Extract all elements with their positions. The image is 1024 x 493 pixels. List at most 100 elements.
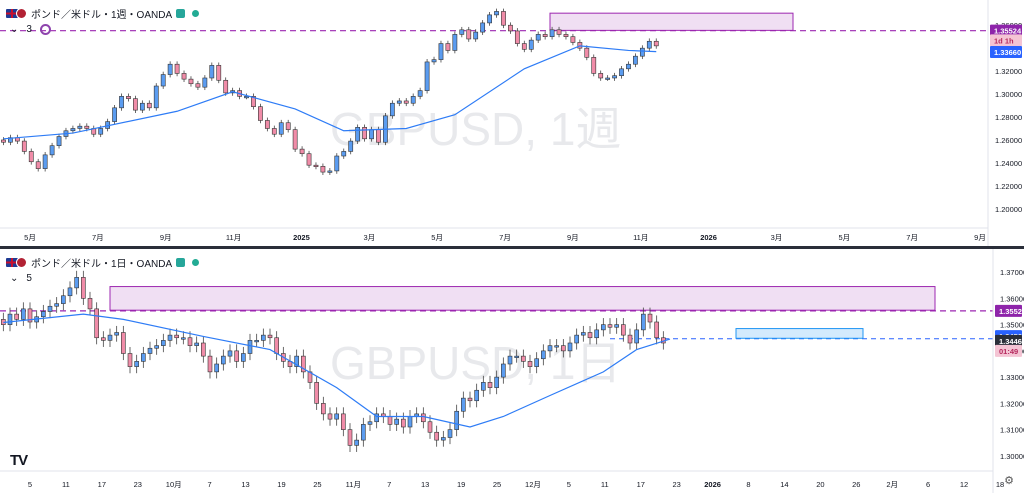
top-x-tick: 5月 bbox=[24, 233, 36, 242]
bottom-candle bbox=[527, 361, 533, 367]
top-candle bbox=[494, 11, 499, 16]
bottom-candle bbox=[641, 313, 646, 331]
bottom-candle bbox=[467, 397, 473, 402]
bottom-candle bbox=[174, 334, 179, 339]
top-candle bbox=[327, 170, 333, 173]
bottom-x-tick: 5 bbox=[28, 480, 32, 489]
top-candle bbox=[528, 39, 534, 50]
weekly-chart-header: ポンド／米ドル・1週・OANDA bbox=[6, 6, 200, 21]
bottom-candle bbox=[94, 308, 99, 339]
bottom-candle bbox=[507, 355, 513, 365]
bottom-x-tick: 13 bbox=[241, 480, 249, 489]
bottom-candle bbox=[454, 410, 459, 430]
bottom-candle bbox=[294, 355, 299, 367]
bottom-candle bbox=[114, 332, 119, 336]
top-candle bbox=[473, 31, 479, 40]
top-x-tick: 11月 bbox=[226, 233, 241, 242]
top-y-tick: 1.22000 bbox=[995, 182, 1022, 191]
bottom-resistance-zone bbox=[109, 286, 936, 311]
top-candle bbox=[459, 29, 465, 35]
top-candle bbox=[487, 14, 492, 24]
bottom-candle bbox=[147, 347, 153, 354]
top-price-tag bbox=[990, 46, 1022, 59]
top-candle bbox=[612, 75, 617, 79]
bottom-candle bbox=[241, 353, 246, 362]
top-candle bbox=[605, 77, 611, 80]
bottom-x-tick: 2026 bbox=[704, 480, 721, 489]
top-candle bbox=[542, 34, 548, 37]
top-candle bbox=[174, 63, 180, 74]
weekly-chart-canvas[interactable]: GBPUSD, 1週1.360001.340001.320001.300001.… bbox=[0, 0, 1024, 246]
bottom-y-tick: 1.36000 bbox=[1000, 294, 1024, 303]
bottom-candle bbox=[534, 358, 539, 367]
top-candle bbox=[56, 136, 62, 146]
top-candle bbox=[626, 63, 631, 70]
top-candle bbox=[133, 98, 138, 111]
bottom-candle bbox=[581, 332, 586, 336]
market-open-icon[interactable] bbox=[176, 9, 186, 18]
bottom-candle bbox=[74, 277, 79, 289]
top-candle bbox=[285, 122, 291, 130]
top-candle bbox=[119, 96, 124, 109]
bottom-candle bbox=[234, 350, 239, 362]
bottom-candle bbox=[181, 337, 186, 340]
top-x-tick: 5月 bbox=[838, 233, 850, 242]
bottom-candle bbox=[607, 324, 613, 328]
bottom-price-tag bbox=[995, 344, 1022, 357]
tradingview-logo-icon[interactable]: TV bbox=[10, 452, 28, 469]
bottom-candle bbox=[194, 342, 199, 346]
top-candle bbox=[146, 102, 152, 109]
bottom-candle bbox=[41, 311, 46, 318]
bottom-price-axis bbox=[993, 249, 1024, 493]
top-candle bbox=[362, 127, 367, 140]
top-y-tick: 1.28000 bbox=[995, 113, 1022, 122]
bottom-y-tick: 1.32000 bbox=[1000, 399, 1024, 408]
chevron-down-icon[interactable]: ⌄ bbox=[10, 24, 19, 35]
top-candle bbox=[619, 68, 624, 76]
top-candle bbox=[271, 128, 277, 135]
bottom-candle bbox=[21, 308, 26, 320]
bottom-candle bbox=[521, 355, 526, 362]
bottom-x-tick: 11 bbox=[601, 480, 609, 489]
top-candle bbox=[334, 155, 340, 172]
bottom-x-tick: 7 bbox=[208, 480, 212, 489]
top-candle bbox=[98, 128, 104, 135]
top-candle bbox=[549, 29, 555, 37]
bottom-candle bbox=[587, 332, 593, 339]
bottom-x-tick: 7 bbox=[387, 480, 391, 489]
bottom-candle bbox=[361, 424, 366, 441]
gear-icon[interactable]: ⚙ bbox=[1004, 475, 1014, 487]
top-candle bbox=[306, 153, 312, 166]
weekly-chart-panel[interactable]: GBPUSD, 1週1.360001.340001.320001.300001.… bbox=[0, 0, 1024, 246]
bottom-candle bbox=[334, 413, 339, 420]
top-candle bbox=[563, 34, 569, 37]
gbp-flag-icon bbox=[6, 9, 18, 18]
bottom-candle bbox=[254, 340, 259, 343]
bottom-candle bbox=[261, 334, 266, 341]
bottom-candle bbox=[427, 421, 433, 433]
bottom-candle bbox=[501, 363, 506, 378]
top-candle bbox=[251, 96, 256, 107]
bottom-candle bbox=[634, 329, 639, 344]
top-candle bbox=[376, 129, 381, 143]
daily-chart-canvas[interactable]: GBPUSD, 1日1.370001.360001.350001.340001.… bbox=[0, 249, 1024, 493]
bottom-price-tag-label: 01:49 bbox=[999, 347, 1018, 356]
bottom-x-tick: 11 bbox=[62, 480, 70, 489]
panel-divider[interactable] bbox=[0, 246, 1024, 249]
bottom-candle bbox=[354, 439, 359, 446]
top-candle bbox=[112, 107, 117, 122]
market-open-icon[interactable] bbox=[176, 258, 186, 267]
bottom-x-tick: 2月 bbox=[886, 480, 898, 489]
chevron-down-icon[interactable]: ⌄ bbox=[10, 273, 19, 284]
top-x-tick: 9月 bbox=[974, 233, 986, 242]
top-candle bbox=[70, 128, 76, 132]
bottom-x-tick: 18 bbox=[996, 480, 1004, 489]
bottom-y-tick: 1.37000 bbox=[1000, 268, 1024, 277]
sync-icon[interactable] bbox=[39, 24, 51, 35]
bottom-candle bbox=[27, 308, 33, 323]
bottom-x-tick: 23 bbox=[134, 480, 142, 489]
top-candle bbox=[445, 43, 451, 51]
top-candle bbox=[556, 29, 562, 35]
daily-chart-panel[interactable]: GBPUSD, 1日1.370001.360001.350001.340001.… bbox=[0, 249, 1024, 493]
top-price-tag-label: 1d 1h bbox=[994, 36, 1014, 45]
